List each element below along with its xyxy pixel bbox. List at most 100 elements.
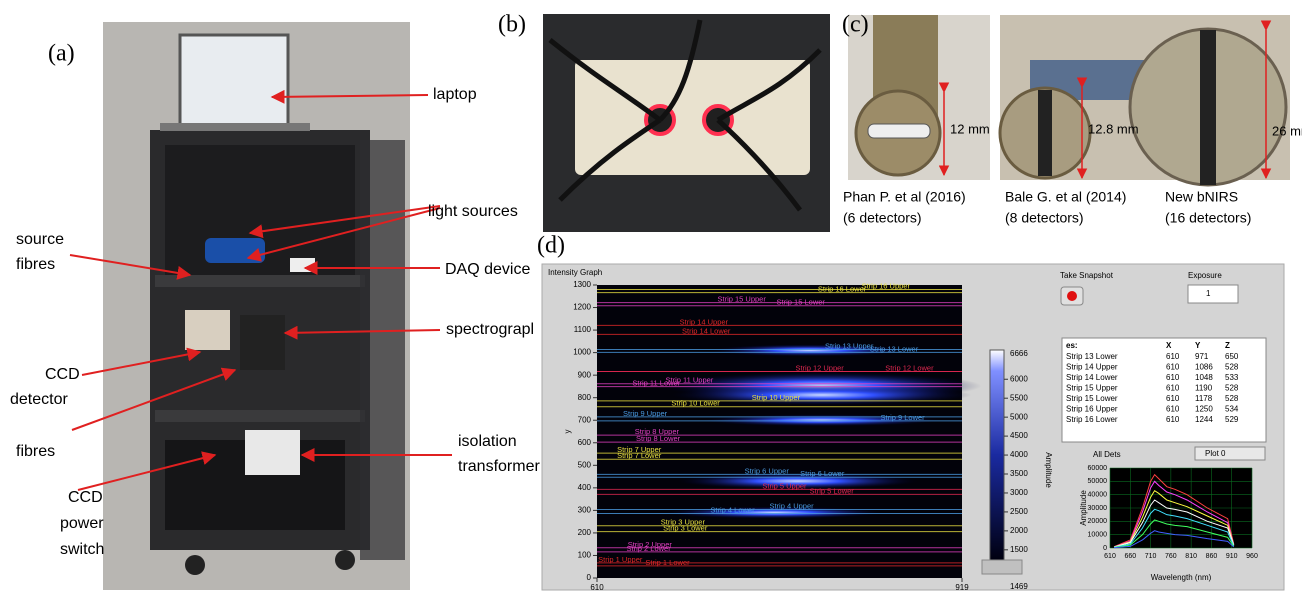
graph-title: Intensity Graph [548,268,602,277]
strip-label: Strip 2 Lower [627,544,672,553]
strip-label: Strip 9 Lower [880,413,925,422]
colorbar-tick-label: 3000 [1010,488,1028,497]
probe-caption: (16 detectors) [1165,210,1251,226]
strip-label: Strip 14 Upper [680,317,729,326]
probe-caption: (8 detectors) [1005,210,1084,226]
table-cell: 1048 [1195,373,1213,382]
table-cell: Strip 14 Upper [1066,363,1118,372]
strip-label: Strip 8 Lower [636,434,681,443]
strip-label: Strip 7 Lower [617,451,662,460]
annotation: spectrograpl [446,321,534,338]
annotation: CCD [68,489,103,506]
strip-label: Strip 13 Lower [870,344,919,353]
table-cell: 971 [1195,352,1209,361]
colorbar-tick-label: 4000 [1010,450,1028,459]
graph-tools[interactable] [982,560,1022,574]
spectrum-x-tick-label: 910 [1226,553,1238,560]
colorbar-tick-label: 5000 [1010,412,1028,421]
table-header: Y [1195,341,1201,350]
table-cell: 1190 [1195,384,1213,393]
table-cell: Strip 14 Lower [1066,373,1118,382]
panel-label: (a) [48,41,75,67]
x-tick-label: 610 [590,583,604,592]
strip-label: Strip 3 Lower [663,524,708,533]
strip-label: Strip 10 Lower [671,399,720,408]
snapshot-label: Take Snapshot [1060,271,1114,280]
probe-caption: (6 detectors) [843,210,922,226]
strip-label: Strip 15 Upper [717,295,766,304]
table-cell: 1086 [1195,363,1213,372]
spectrum-y-tick-label: 40000 [1088,492,1108,499]
strip-label: Strip 9 Upper [623,409,668,418]
strip-label: Strip 16 Lower [818,285,867,294]
table-cell: Strip 15 Lower [1066,394,1118,403]
strip-label: Strip 15 Lower [777,298,826,307]
colorbar-tick-label: 6000 [1010,374,1028,383]
strip-label: Strip 4 Upper [769,501,814,510]
colorbar-max: 6666 [1010,349,1028,358]
strip-label: Strip 14 Lower [682,326,731,335]
y-tick-label: 100 [578,551,592,560]
strip-label: Strip 1 Lower [645,558,690,567]
table-cell: 650 [1225,352,1239,361]
table-cell: 610 [1166,352,1180,361]
table-cell: 528 [1225,363,1239,372]
table-cell: Strip 16 Upper [1066,405,1118,414]
table-cell: 1250 [1195,405,1213,414]
annotation: light sources [428,203,518,220]
panel-label: (b) [498,12,526,38]
table-cell: 528 [1225,384,1239,393]
spectrum-y-tick-label: 60000 [1088,465,1108,472]
y-tick-label: 1000 [573,348,591,357]
probe-photos [848,15,1290,185]
spectrum-x-tick-label: 610 [1104,553,1116,560]
spectrum-y-tick-label: 0 [1103,545,1107,552]
annotation: fibres [16,443,55,460]
probe-caption: Phan P. et al (2016) [843,189,966,205]
annotation: DAQ device [445,261,530,278]
table-cell: 610 [1166,363,1180,372]
spectrum-x-tick-label: 660 [1124,553,1136,560]
annotation: power [60,515,104,532]
annotation: isolation [458,433,517,450]
exposure-input[interactable] [1188,285,1238,303]
annotation: transformer [458,458,540,475]
annotation: laptop [433,86,477,103]
probe-caption: Bale G. et al (2014) [1005,189,1126,205]
colorbar-tick-label: 1500 [1010,545,1028,554]
measure-label: 26 mm [1272,123,1302,138]
spectrum-y-tick-label: 20000 [1088,518,1108,525]
colorbar-tick-label: 3500 [1010,469,1028,478]
table-header: Z [1225,341,1230,350]
strip-label: Strip 6 Lower [800,469,845,478]
y-tick-label: 0 [587,573,592,582]
annotation: fibres [16,256,55,273]
strip-label: Strip 11 Lower [632,379,680,388]
table-cell: 533 [1225,373,1239,382]
strip-label: Strip 12 Lower [885,364,934,373]
spectrum-y-tick-label: 30000 [1088,505,1108,512]
strip-label: Strip 5 Lower [810,486,855,495]
y-tick-label: 200 [578,528,592,537]
plot-label: Plot 0 [1205,449,1226,458]
colorbar-tick-label: 5500 [1010,393,1028,402]
table-cell: 1178 [1195,394,1213,403]
table-header: X [1166,341,1172,350]
table-cell: 610 [1166,415,1180,424]
strip-label: Strip 10 Upper [752,393,801,402]
table-header: es: [1066,341,1078,350]
annotation: switch [60,541,104,558]
table-cell: 610 [1166,384,1180,393]
panel-label: (d) [537,233,565,259]
y-tick-label: 300 [578,505,592,514]
measure-label: 12.8 mm [1088,121,1139,136]
spectrum-y-label: Amplitude [1079,490,1088,526]
x-tick-label: 919 [955,583,969,592]
table-cell: 610 [1166,405,1180,414]
table-cell: 610 [1166,394,1180,403]
table-cell: 529 [1225,415,1239,424]
spectrum-x-label: Wavelength (nm) [1151,573,1212,582]
y-axis-label: y [563,430,572,434]
table-cell: 534 [1225,405,1239,414]
strip-label: Strip 6 Upper [745,466,790,475]
